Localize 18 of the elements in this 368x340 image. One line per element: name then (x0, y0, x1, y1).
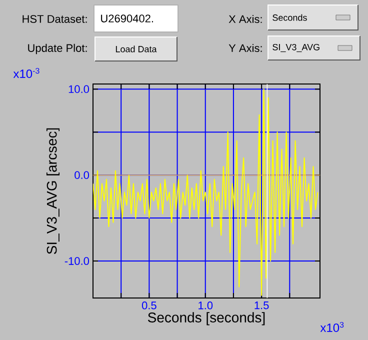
y-axis-title: SI_V3_AVG [arcsec] (46, 128, 60, 254)
text: x10$^{3}$ (320, 322, 344, 332)
text: X Axis: (228, 14, 262, 24)
text: x10$^{-3}$ (13, 68, 40, 78)
x-tick-label: 1.5 (254, 302, 269, 310)
text: U2690402. (101, 14, 154, 22)
text: Y Axis: (228, 44, 262, 52)
text: HST Dataset: (22, 15, 87, 23)
x-axis-title: Seconds [seconds] (148, 312, 265, 326)
text: Load Data (116, 46, 157, 52)
y-tick-label: -10.0 (64, 257, 90, 265)
y-tick-label: 10.0 (68, 85, 90, 94)
text: Update Plot: (28, 44, 87, 54)
y-tick-label: 0.0 (74, 171, 90, 179)
text: SI_V3_AVG (272, 44, 320, 52)
x-tick-label: 0.5 (142, 302, 156, 310)
text: Seconds (272, 14, 307, 21)
x-tick-label: 1.0 (198, 302, 213, 310)
